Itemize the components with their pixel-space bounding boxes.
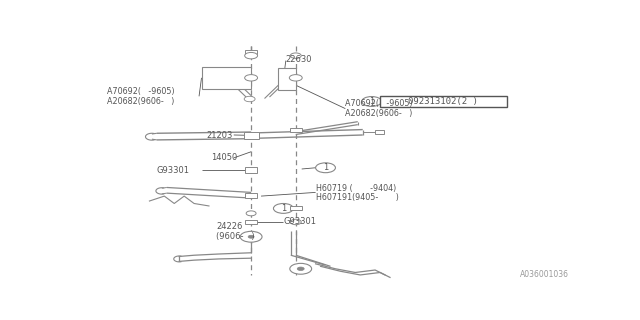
Text: 24226: 24226 — [216, 222, 243, 231]
Bar — [375, 130, 384, 134]
Bar — [278, 68, 296, 90]
Bar — [380, 96, 507, 108]
Text: (9606-   ): (9606- ) — [216, 231, 255, 241]
Text: 1: 1 — [323, 163, 328, 172]
Text: G93301: G93301 — [284, 218, 316, 227]
Circle shape — [244, 96, 255, 102]
Circle shape — [362, 97, 381, 107]
Text: 092313102(2 ): 092313102(2 ) — [408, 97, 478, 106]
Bar — [245, 220, 257, 224]
Text: A70692(   -9605): A70692( -9605) — [108, 87, 175, 96]
Bar — [245, 50, 257, 54]
Circle shape — [316, 163, 335, 173]
Text: A036001036: A036001036 — [520, 270, 568, 279]
Circle shape — [291, 219, 301, 225]
Text: A20682(9606-   ): A20682(9606- ) — [346, 109, 413, 118]
Text: H607191(9405-       ): H607191(9405- ) — [316, 193, 399, 202]
Bar — [202, 67, 251, 89]
Text: 1: 1 — [369, 97, 374, 106]
Text: A20682(9606-   ): A20682(9606- ) — [108, 97, 175, 106]
Bar — [290, 206, 301, 210]
Circle shape — [289, 75, 302, 81]
Circle shape — [297, 267, 304, 270]
Circle shape — [240, 231, 262, 242]
Text: 14050: 14050 — [211, 153, 237, 163]
Text: A70692(   -9605): A70692( -9605) — [346, 99, 413, 108]
Circle shape — [291, 53, 301, 58]
Text: G93301: G93301 — [157, 166, 190, 175]
Circle shape — [244, 52, 257, 59]
Text: 21203: 21203 — [207, 131, 233, 140]
Text: 1: 1 — [281, 204, 286, 213]
Bar — [290, 128, 301, 132]
Circle shape — [246, 211, 256, 216]
Circle shape — [248, 235, 254, 238]
Circle shape — [244, 75, 257, 81]
Bar — [245, 167, 257, 173]
Circle shape — [290, 263, 312, 274]
Text: 22630: 22630 — [286, 55, 312, 64]
Bar — [244, 132, 259, 139]
Text: H60719 (       -9404): H60719 ( -9404) — [316, 184, 396, 193]
Circle shape — [273, 204, 293, 213]
Bar — [245, 193, 257, 198]
